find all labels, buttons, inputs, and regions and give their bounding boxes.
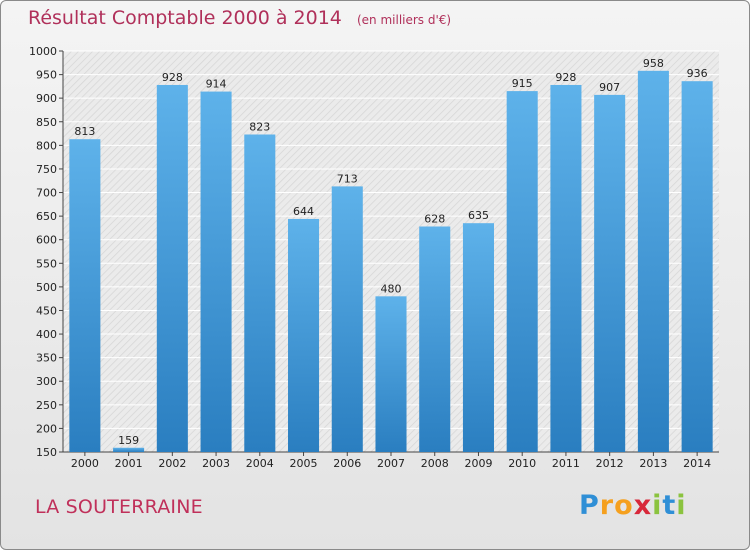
data-label: 813 xyxy=(74,125,95,138)
x-tick-label: 2011 xyxy=(552,457,580,470)
bar xyxy=(462,223,494,452)
data-label: 644 xyxy=(293,205,314,218)
bar xyxy=(331,186,363,452)
bar xyxy=(200,91,232,452)
bar xyxy=(69,139,101,452)
x-tick-label: 2014 xyxy=(683,457,711,470)
x-tick-label: 2009 xyxy=(464,457,492,470)
data-label: 823 xyxy=(249,121,270,134)
data-label: 159 xyxy=(118,434,139,447)
data-label: 958 xyxy=(643,57,664,70)
y-tick-label: 1000 xyxy=(29,45,57,58)
y-tick-label: 200 xyxy=(36,422,57,435)
bar xyxy=(156,84,188,453)
bar xyxy=(419,226,451,452)
data-label: 914 xyxy=(206,78,227,91)
logo-letter: P xyxy=(579,490,600,521)
chart-subtitle: (en milliers d'€) xyxy=(356,13,452,27)
y-tick-label: 150 xyxy=(36,446,57,459)
y-tick-label: 750 xyxy=(36,163,57,176)
bar xyxy=(594,94,626,452)
bar xyxy=(637,70,669,452)
data-label: 936 xyxy=(687,67,708,80)
bar xyxy=(506,91,538,452)
x-tick-label: 2012 xyxy=(596,457,624,470)
logo-letter: t xyxy=(662,490,677,521)
bar-chart: 150 200 250 300 350 400 450 500 550 600 650 700 750 8… xyxy=(29,45,719,470)
bar xyxy=(550,84,582,453)
x-tick-label: 2008 xyxy=(421,457,449,470)
x-tick-label: 2004 xyxy=(246,457,274,470)
title-row: Résultat Comptable 2000 à 2014 (en milli… xyxy=(28,7,451,29)
bar xyxy=(681,81,713,453)
x-tick-label: 2007 xyxy=(377,457,405,470)
x-tick-label: 2000 xyxy=(71,457,99,470)
logo-letter: o xyxy=(614,490,634,521)
chart-title: Résultat Comptable 2000 à 2014 xyxy=(28,7,342,29)
x-tick-label: 2003 xyxy=(202,457,230,470)
y-tick-label: 450 xyxy=(36,304,57,317)
y-tick-label: 550 xyxy=(36,257,57,270)
y-tick-label: 850 xyxy=(36,116,57,129)
y-tick-label: 700 xyxy=(36,187,57,200)
proxiti-logo: Proxiti xyxy=(579,490,687,521)
y-tick-label: 400 xyxy=(36,328,57,341)
x-tick-label: 2013 xyxy=(639,457,667,470)
x-tick-label: 2010 xyxy=(508,457,536,470)
x-tick-label: 2001 xyxy=(115,457,143,470)
x-tick-label: 2006 xyxy=(333,457,361,470)
y-tick-label: 500 xyxy=(36,281,57,294)
data-label: 907 xyxy=(599,81,620,94)
data-label: 928 xyxy=(162,71,183,84)
data-label: 928 xyxy=(555,71,576,84)
bar xyxy=(288,218,320,452)
y-tick-label: 350 xyxy=(36,352,57,365)
data-label: 480 xyxy=(381,282,402,295)
x-tick-label: 2002 xyxy=(158,457,186,470)
y-tick-label: 600 xyxy=(36,234,57,247)
logo-letter: r xyxy=(599,490,615,521)
y-tick-label: 800 xyxy=(36,139,57,152)
bar xyxy=(375,296,407,452)
y-tick-label: 300 xyxy=(36,375,57,388)
logo-letter: i xyxy=(652,490,663,521)
bar xyxy=(113,447,145,452)
logo-letter: i xyxy=(676,490,687,521)
y-tick-label: 900 xyxy=(36,92,57,105)
data-label: 628 xyxy=(424,212,445,225)
y-tick-label: 650 xyxy=(36,210,57,223)
y-tick-label: 950 xyxy=(36,69,57,82)
y-tick-label: 250 xyxy=(36,399,57,412)
logo-letter: x xyxy=(633,490,653,521)
x-tick-label: 2005 xyxy=(290,457,318,470)
data-label: 713 xyxy=(337,172,358,185)
data-label: 635 xyxy=(468,209,489,222)
city-name: LA SOUTERRAINE xyxy=(35,496,203,518)
data-label: 915 xyxy=(512,77,533,90)
bar xyxy=(244,134,276,452)
